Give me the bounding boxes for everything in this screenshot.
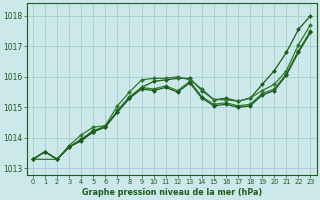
X-axis label: Graphe pression niveau de la mer (hPa): Graphe pression niveau de la mer (hPa) <box>82 188 262 197</box>
